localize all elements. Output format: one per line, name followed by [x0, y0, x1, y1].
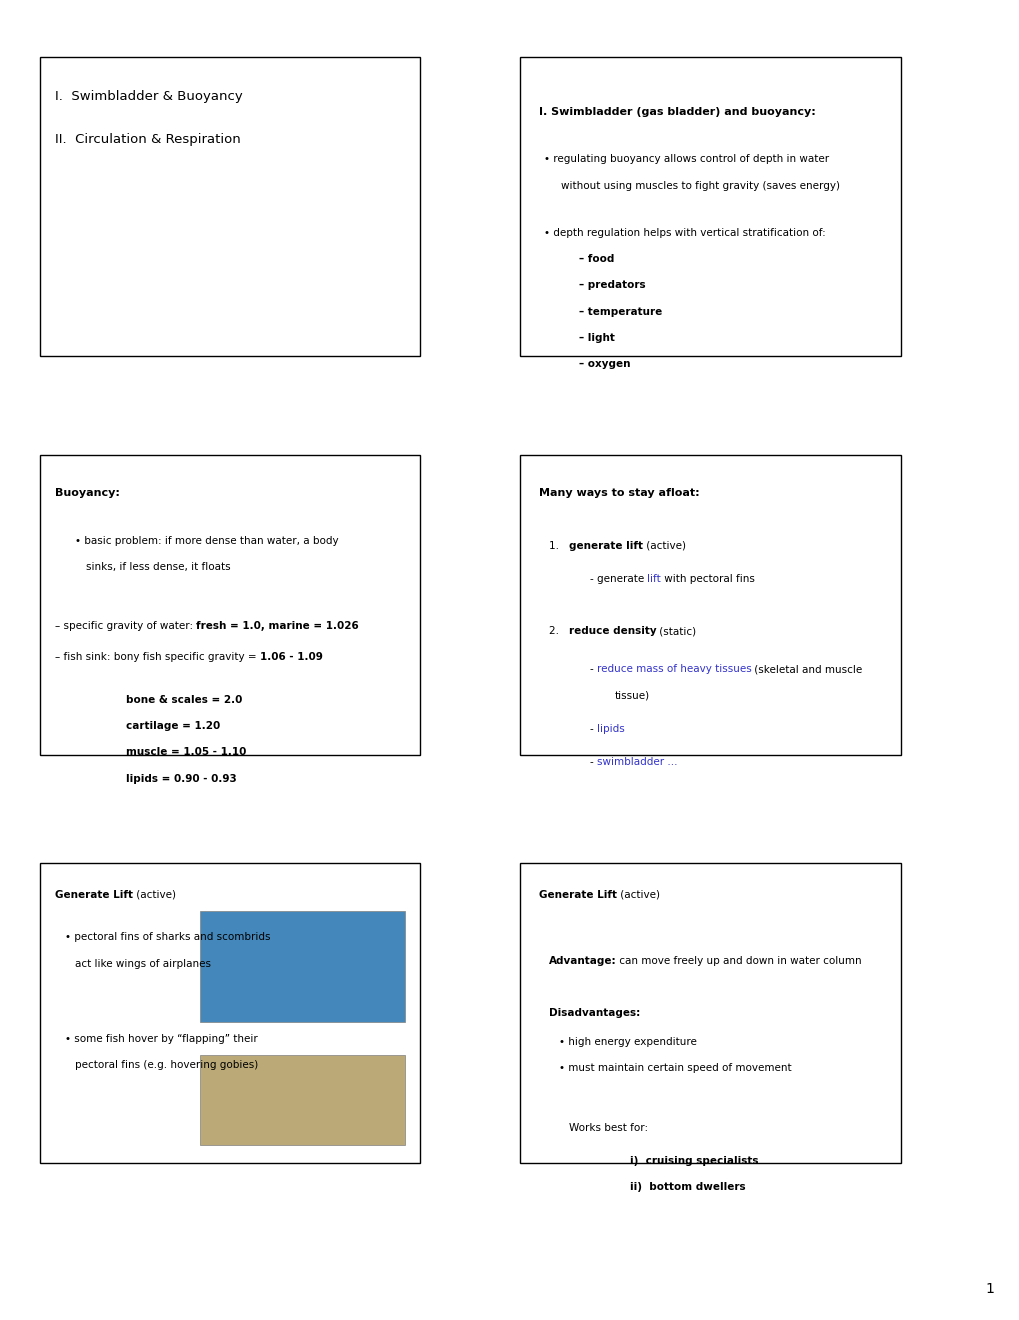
- Text: sinks, if less dense, it floats: sinks, if less dense, it floats: [86, 562, 230, 572]
- Text: 2.: 2.: [548, 626, 568, 636]
- Text: fresh = 1.0, marine = 1.026: fresh = 1.0, marine = 1.026: [197, 622, 359, 631]
- Text: • some fish hover by “flapping” their: • some fish hover by “flapping” their: [65, 1034, 258, 1044]
- Text: with pectoral fins: with pectoral fins: [660, 574, 754, 583]
- Text: • regulating buoyancy allows control of depth in water: • regulating buoyancy allows control of …: [543, 154, 828, 165]
- Text: tissue): tissue): [614, 690, 649, 701]
- Bar: [200, 1055, 405, 1144]
- Text: Generate Lift: Generate Lift: [538, 890, 615, 900]
- FancyBboxPatch shape: [40, 57, 420, 356]
- Text: reduce density: reduce density: [568, 626, 655, 636]
- Text: Advantage:: Advantage:: [548, 956, 615, 966]
- Text: 1.06 - 1.09: 1.06 - 1.09: [260, 652, 323, 663]
- Text: swimbladder ...: swimbladder ...: [596, 756, 677, 767]
- Text: – predators: – predators: [579, 280, 645, 290]
- Text: 1.: 1.: [548, 541, 568, 550]
- Text: – specific gravity of water:: – specific gravity of water:: [55, 622, 197, 631]
- Text: (skeletal and muscle: (skeletal and muscle: [751, 664, 862, 675]
- Text: • high energy expenditure: • high energy expenditure: [558, 1038, 696, 1047]
- Bar: [200, 911, 405, 1022]
- Text: muscle = 1.05 - 1.10: muscle = 1.05 - 1.10: [126, 747, 247, 758]
- Text: lipids = 0.90 - 0.93: lipids = 0.90 - 0.93: [126, 774, 237, 784]
- Text: • basic problem: if more dense than water, a body: • basic problem: if more dense than wate…: [75, 536, 338, 546]
- Text: -: -: [589, 756, 596, 767]
- Text: i)  cruising specialists: i) cruising specialists: [630, 1156, 758, 1166]
- FancyBboxPatch shape: [520, 57, 900, 356]
- Text: (active): (active): [642, 541, 685, 550]
- Text: – temperature: – temperature: [579, 306, 662, 317]
- Text: I. Swimbladder (gas bladder) and buoyancy:: I. Swimbladder (gas bladder) and buoyanc…: [538, 107, 814, 117]
- Text: I.  Swimbladder & Buoyancy: I. Swimbladder & Buoyancy: [55, 90, 243, 103]
- Text: II.  Circulation & Respiration: II. Circulation & Respiration: [55, 132, 240, 145]
- Text: bone & scales = 2.0: bone & scales = 2.0: [126, 696, 243, 705]
- FancyBboxPatch shape: [40, 455, 420, 755]
- Text: pectoral fins (e.g. hovering gobies): pectoral fins (e.g. hovering gobies): [75, 1060, 259, 1071]
- Text: – fish sink: bony fish specific gravity =: – fish sink: bony fish specific gravity …: [55, 652, 260, 663]
- Text: – food: – food: [579, 255, 614, 264]
- Text: (static): (static): [655, 626, 696, 636]
- Text: cartilage = 1.20: cartilage = 1.20: [126, 721, 220, 731]
- Text: lift: lift: [646, 574, 660, 583]
- Text: lipids: lipids: [596, 723, 624, 734]
- Text: 1: 1: [984, 1282, 994, 1296]
- Text: Works best for:: Works best for:: [569, 1122, 648, 1133]
- Text: • pectoral fins of sharks and scombrids: • pectoral fins of sharks and scombrids: [65, 932, 270, 942]
- Text: • must maintain certain speed of movement: • must maintain certain speed of movemen…: [558, 1063, 791, 1073]
- Text: • depth regulation helps with vertical stratification of:: • depth regulation helps with vertical s…: [543, 228, 824, 238]
- FancyBboxPatch shape: [520, 455, 900, 755]
- Text: – light: – light: [579, 333, 614, 343]
- Text: – oxygen: – oxygen: [579, 359, 630, 368]
- Text: (active): (active): [132, 890, 176, 900]
- Text: Disadvantages:: Disadvantages:: [548, 1008, 639, 1019]
- Text: Many ways to stay afloat:: Many ways to stay afloat:: [538, 488, 698, 499]
- Text: -: -: [589, 574, 596, 583]
- Text: generate: generate: [596, 574, 646, 583]
- Text: can move freely up and down in water column: can move freely up and down in water col…: [615, 956, 861, 966]
- FancyBboxPatch shape: [40, 863, 420, 1163]
- Text: ii)  bottom dwellers: ii) bottom dwellers: [630, 1181, 745, 1192]
- Text: -: -: [589, 664, 596, 675]
- Text: -: -: [589, 723, 596, 734]
- FancyBboxPatch shape: [520, 863, 900, 1163]
- Text: Buoyancy:: Buoyancy:: [55, 488, 120, 499]
- Text: reduce mass of heavy tissues: reduce mass of heavy tissues: [596, 664, 751, 675]
- Text: generate lift: generate lift: [568, 541, 642, 550]
- Text: Generate Lift: Generate Lift: [55, 890, 132, 900]
- Text: without using muscles to fight gravity (saves energy): without using muscles to fight gravity (…: [560, 181, 840, 190]
- Text: act like wings of airplanes: act like wings of airplanes: [75, 958, 211, 969]
- Text: (active): (active): [615, 890, 659, 900]
